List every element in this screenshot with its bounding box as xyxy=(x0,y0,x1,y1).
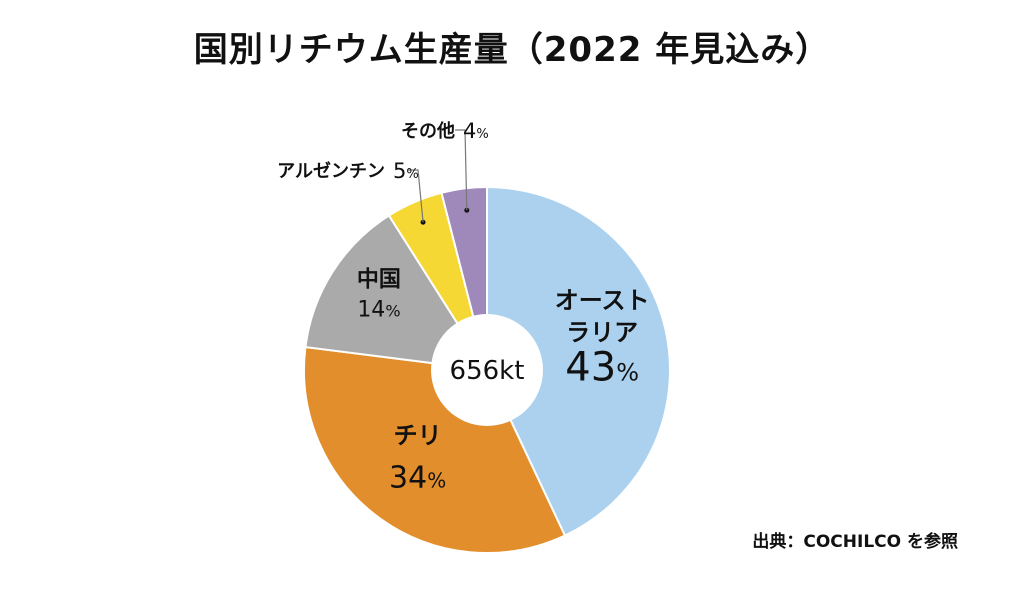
leader-line-other xyxy=(455,129,468,211)
center-hole xyxy=(431,314,543,426)
slice-label-argentina: アルゼンチン xyxy=(277,160,385,182)
slice-china xyxy=(304,214,489,372)
slice-value-argentina: 5% xyxy=(393,159,419,183)
slice-label-china: 中国 xyxy=(357,267,401,292)
slice-australia xyxy=(486,185,671,537)
leader-line-argentina xyxy=(408,169,424,223)
slice-label-chile: チリ xyxy=(394,421,442,449)
source-note: 出典：COCHILCO を参照 xyxy=(752,532,958,552)
slice-value-australia: 43% xyxy=(565,344,639,390)
slice-value-chile: 34% xyxy=(389,460,446,495)
slice-label-other: その他 xyxy=(401,120,455,142)
center-total-label: 656kt xyxy=(450,356,525,386)
slice-value-china: 14% xyxy=(357,297,400,322)
slice-value-other: 4% xyxy=(463,119,489,143)
chart-title: 国別リチウム生産量（2022 年見込み） xyxy=(193,30,831,70)
slice-label-australia: オーストラリア xyxy=(555,286,650,346)
